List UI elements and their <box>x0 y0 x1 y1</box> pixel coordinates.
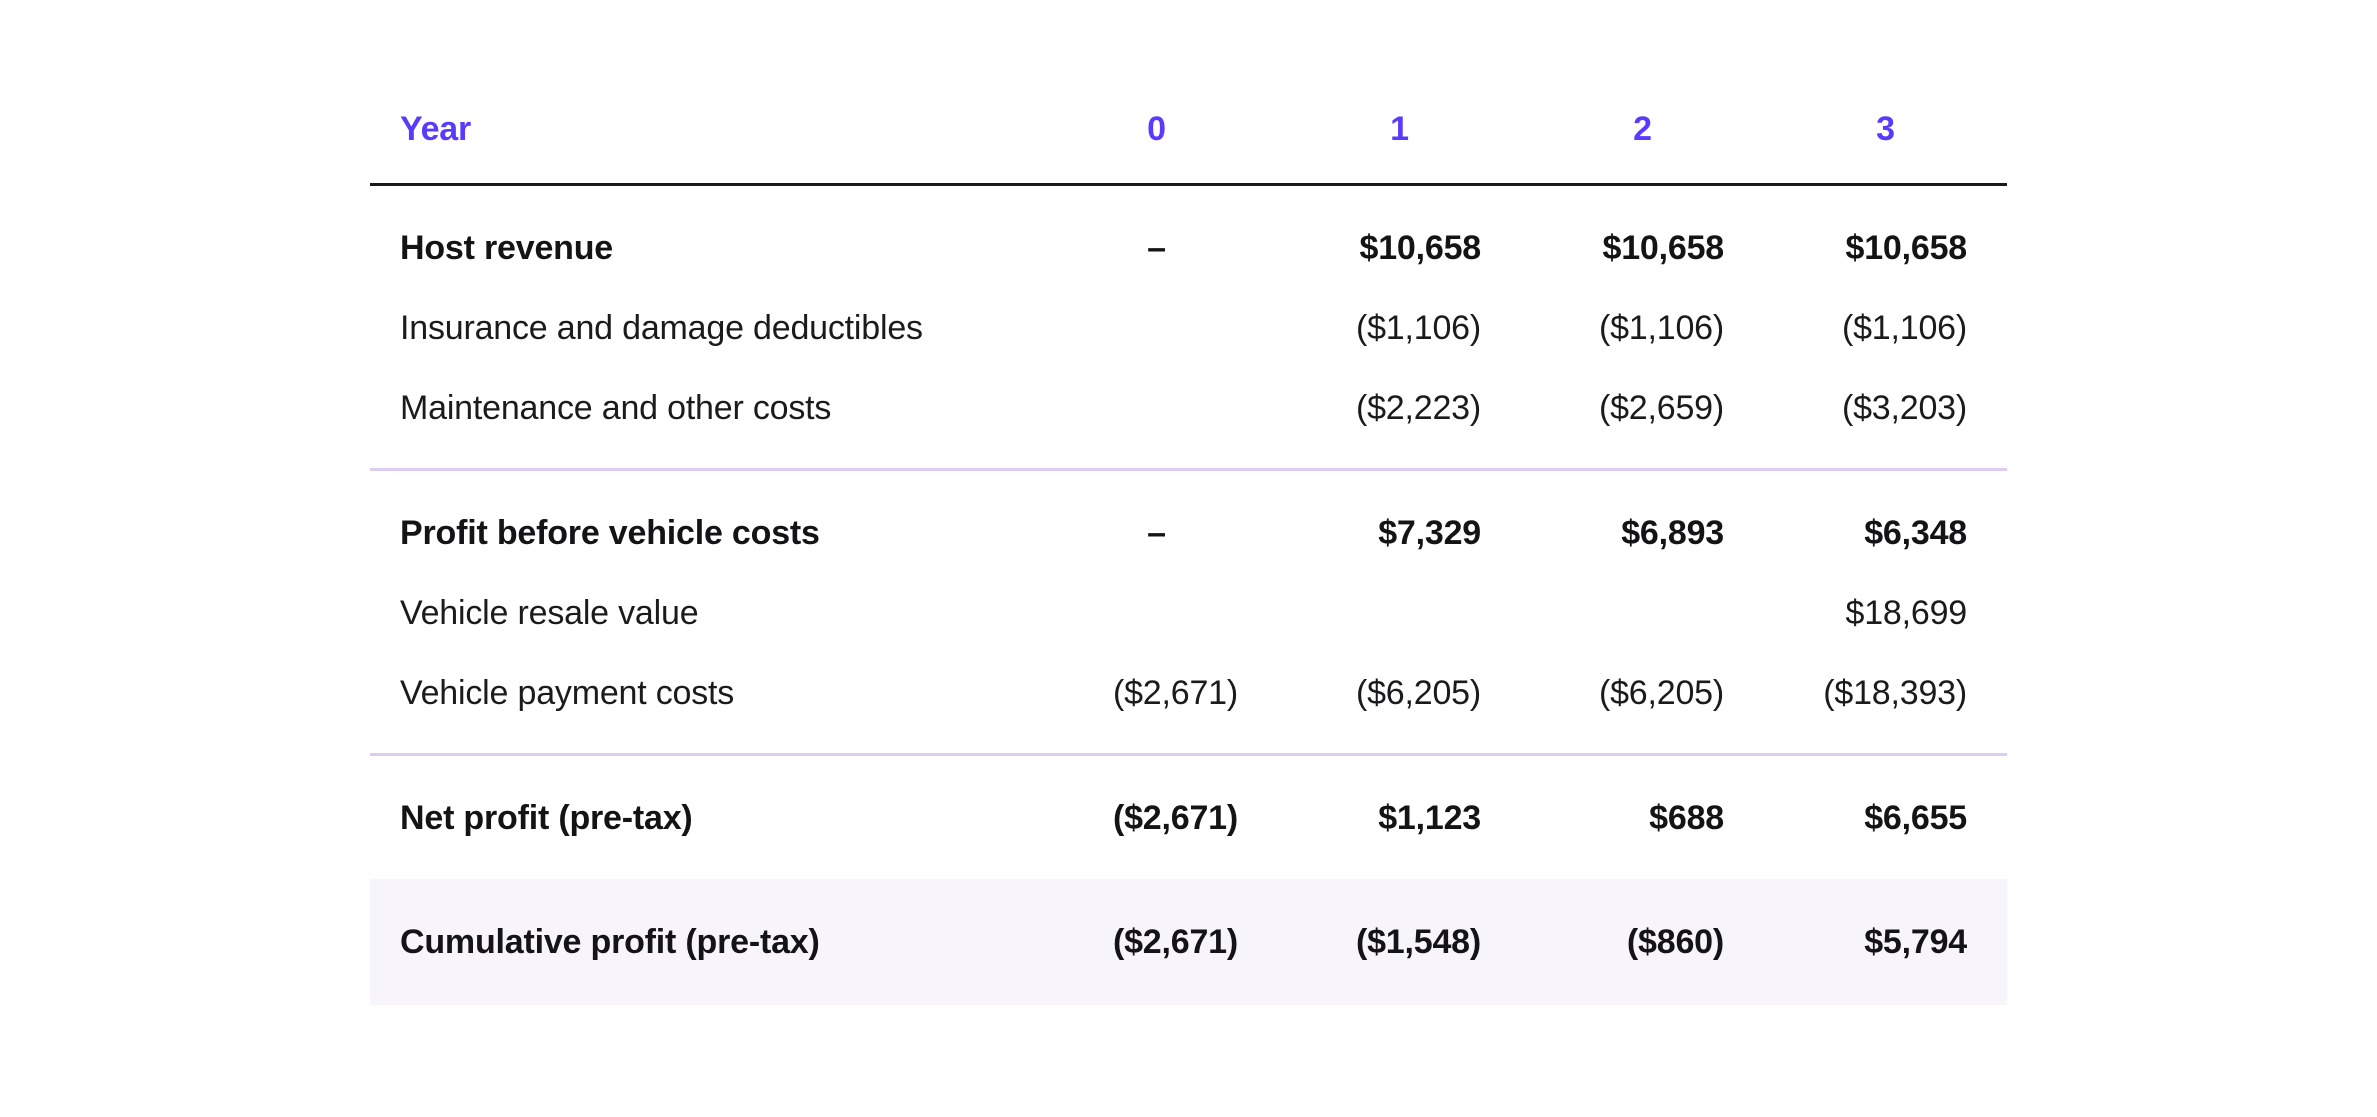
cell-value: $6,655 <box>1864 798 1967 837</box>
table-row: Host revenue – $10,658 $10,658 $10,658 <box>370 208 2007 288</box>
cell-value: $10,658 <box>1845 228 1967 267</box>
table-row: Net profit (pre-tax) ($2,671) $1,123 $688 $… <box>370 778 2007 858</box>
year-header-label: Year <box>400 109 472 148</box>
cell-value: ($1,548) <box>1355 922 1481 961</box>
row-label: Net profit (pre-tax) <box>400 798 693 837</box>
cell-value: ($860) <box>1626 922 1724 961</box>
cell-value: – <box>1147 228 1166 267</box>
cell-value: $10,658 <box>1359 228 1481 267</box>
table-section: Profit before vehicle costs – $7,329 $6,89… <box>370 471 2007 753</box>
section-divider <box>370 753 2007 756</box>
cell-value: ($1,106) <box>1355 308 1481 347</box>
host-profit-table: Year 0 1 2 3 Host revenue – $10,658 $10,658 $1… <box>370 0 2007 1025</box>
cell-value: ($6,205) <box>1598 673 1724 712</box>
table-section: Net profit (pre-tax) ($2,671) $1,123 $688 $… <box>370 756 2007 1025</box>
cell-value: ($2,659) <box>1598 388 1724 427</box>
cell-value: $7,329 <box>1378 513 1481 552</box>
cell-value: ($6,205) <box>1355 673 1481 712</box>
year-column-header: 0 <box>1147 109 1166 148</box>
cell-value: $10,658 <box>1602 228 1724 267</box>
row-label: Vehicle payment costs <box>400 673 735 712</box>
section-divider <box>370 468 2007 471</box>
year-column-header: 3 <box>1876 109 1895 148</box>
row-label: Cumulative profit (pre-tax) <box>400 922 820 961</box>
cell-value: ($2,223) <box>1355 388 1481 427</box>
cell-value: ($3,203) <box>1841 388 1967 427</box>
row-label: Vehicle resale value <box>400 593 699 632</box>
cell-value: ($1,106) <box>1598 308 1724 347</box>
cell-value: $688 <box>1649 798 1724 837</box>
table-row: Vehicle payment costs ($2,671) ($6,205) ($… <box>370 653 2007 733</box>
cell-value: $1,123 <box>1378 798 1481 837</box>
cell-value: ($2,671) <box>1112 922 1238 961</box>
cell-value: ($18,393) <box>1823 673 1967 712</box>
cell-value: ($2,671) <box>1112 673 1238 712</box>
table-section: Host revenue – $10,658 $10,658 $10,658 Insu… <box>370 186 2007 468</box>
year-column-header: 1 <box>1390 109 1409 148</box>
table-header-row: Year 0 1 2 3 <box>370 104 2007 154</box>
cell-value: $5,794 <box>1864 922 1967 961</box>
table-row: Vehicle resale value $18,699 <box>370 573 2007 653</box>
table-body: Host revenue – $10,658 $10,658 $10,658 Insu… <box>370 186 2007 1025</box>
row-label: Maintenance and other costs <box>400 388 832 427</box>
header-rule <box>370 183 2007 186</box>
table-row: Profit before vehicle costs – $7,329 $6,89… <box>370 493 2007 573</box>
cell-value: $18,699 <box>1845 593 1967 632</box>
row-label: Profit before vehicle costs <box>400 513 820 552</box>
table-row: Insurance and damage deductibles ($1,106… <box>370 288 2007 368</box>
year-column-header: 2 <box>1633 109 1652 148</box>
cell-value: $6,893 <box>1621 513 1724 552</box>
table-row: Maintenance and other costs ($2,223) ($2,… <box>370 368 2007 448</box>
row-label: Insurance and damage deductibles <box>400 308 923 347</box>
row-label: Host revenue <box>400 228 614 267</box>
cell-value: ($2,671) <box>1112 798 1238 837</box>
cell-value: – <box>1147 513 1166 552</box>
cumulative-profit-row: Cumulative profit (pre-tax) ($2,671) ($1,… <box>370 879 2007 1005</box>
cell-value: ($1,106) <box>1841 308 1967 347</box>
cell-value: $6,348 <box>1864 513 1967 552</box>
